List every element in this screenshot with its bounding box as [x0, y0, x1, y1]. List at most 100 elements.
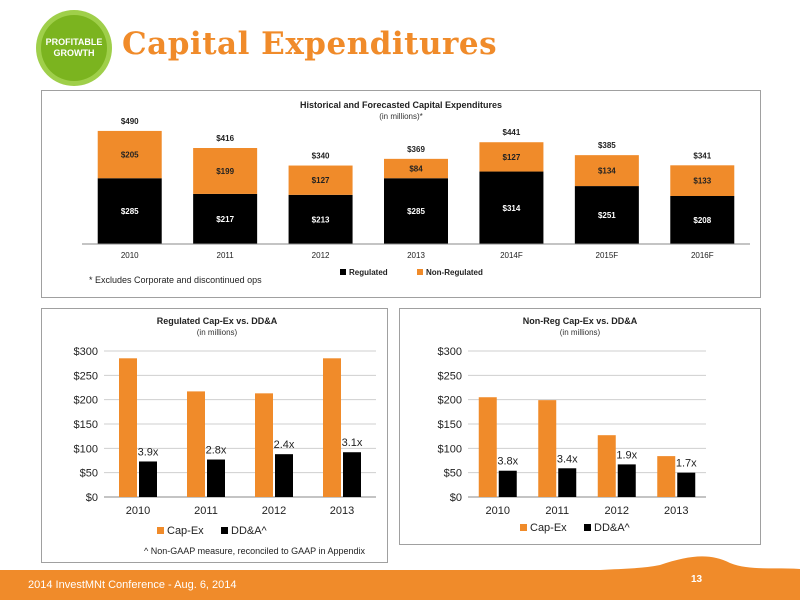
x-tick-label: 2015F — [596, 251, 619, 260]
data-label-total: $385 — [598, 141, 616, 150]
data-label-non-regulated: $199 — [216, 167, 234, 176]
y-tick-label: $200 — [438, 395, 462, 407]
legend-swatch-capex — [520, 524, 527, 531]
legend-swatch-non-regulated — [417, 269, 423, 275]
bar-regulated — [479, 171, 544, 244]
data-label-total: $416 — [216, 134, 234, 143]
legend-label-non-regulated: Non-Regulated — [426, 268, 483, 277]
bar-regulated — [288, 194, 353, 244]
x-tick-label: 2014F — [500, 251, 523, 260]
bar-dda — [275, 454, 293, 497]
data-label-regulated: $213 — [312, 215, 330, 224]
data-label-non-regulated: $84 — [409, 165, 423, 174]
page-number: 13 — [691, 574, 703, 585]
bar-regulated — [670, 196, 735, 244]
legend-label-regulated: Regulated — [349, 268, 388, 277]
data-label-total: $340 — [312, 152, 330, 161]
regulated-capex-chart: Regulated Cap-Ex vs. DD&A (in millions) $0… — [74, 316, 376, 537]
bar-capex — [323, 358, 341, 497]
page-title: Capital Expenditures — [122, 26, 498, 62]
bar-capex — [255, 393, 273, 497]
data-label-non-regulated: $127 — [312, 176, 330, 185]
y-tick-label: $50 — [444, 468, 462, 480]
bar-regulated — [384, 178, 448, 244]
y-tick-label: $100 — [438, 443, 462, 455]
bar-capex — [657, 456, 676, 497]
data-label-regulated: $285 — [407, 207, 425, 216]
bar-dda — [558, 468, 577, 497]
bar-capex — [187, 391, 205, 497]
regulated-capex-chart-panel: Regulated Cap-Ex vs. DD&A (in millions) $0… — [41, 308, 388, 563]
bar-non-regulated — [574, 155, 639, 187]
bar-non-regulated — [97, 130, 162, 179]
y-tick-label: $300 — [74, 346, 98, 358]
legend-swatch-dda — [221, 527, 228, 534]
historical-capex-chart: Historical and Forecasted Capital Expend… — [82, 100, 750, 285]
ratio-label: 3.9x — [138, 446, 159, 458]
bar-capex — [538, 400, 557, 497]
data-label-non-regulated: $134 — [598, 167, 616, 176]
y-tick-label: $200 — [74, 395, 98, 407]
ratio-label: 1.9x — [616, 449, 637, 461]
bar-dda — [617, 464, 636, 497]
bar-regulated — [193, 193, 258, 244]
x-tick-label: 2012 — [262, 505, 286, 517]
data-label-non-regulated: $205 — [121, 151, 139, 160]
chart-subtitle: (in millions) — [560, 328, 601, 337]
data-label-non-regulated: $127 — [503, 153, 521, 162]
x-tick-label: 2013 — [664, 505, 688, 517]
data-label-total: $490 — [121, 117, 139, 126]
x-tick-label: 2010 — [121, 251, 139, 260]
data-label-total: $441 — [503, 128, 521, 137]
data-label-regulated: $251 — [598, 211, 616, 220]
x-tick-label: 2011 — [194, 505, 218, 517]
chart-subtitle: (in millions)* — [379, 112, 423, 121]
x-tick-label: 2011 — [545, 505, 569, 517]
y-tick-label: $150 — [74, 419, 98, 431]
x-tick-label: 2010 — [486, 505, 510, 517]
footer-text: 2014 InvestMNt Conference - Aug. 6, 2014 — [28, 579, 237, 591]
y-tick-label: $0 — [450, 492, 462, 504]
ratio-label: 3.4x — [557, 453, 578, 465]
x-tick-label: 2012 — [312, 251, 330, 260]
bar-non-regulated — [288, 165, 353, 195]
y-tick-label: $150 — [438, 419, 462, 431]
bar-regulated — [574, 186, 639, 244]
x-tick-label: 2011 — [217, 251, 235, 260]
logo-line-2: GROWTH — [53, 48, 95, 58]
legend-label-capex: Cap-Ex — [530, 522, 567, 534]
bar-capex — [478, 397, 497, 497]
y-tick-label: $250 — [438, 370, 462, 382]
nonreg-capex-chart: Non-Reg Cap-Ex vs. DD&A (in millions) $0 $5… — [438, 316, 706, 534]
non-gaap-footnote: ^ Non-GAAP measure, reconciled to GAAP i… — [144, 546, 366, 556]
legend-swatch-capex — [157, 527, 164, 534]
chart-subtitle: (in millions) — [197, 328, 238, 337]
bar-dda — [498, 470, 517, 497]
data-label-regulated: $208 — [693, 216, 711, 225]
bar-non-regulated — [193, 148, 258, 194]
bar-dda — [677, 472, 696, 497]
x-tick-label: 2012 — [605, 505, 629, 517]
footer-bar: 2014 InvestMNt Conference - Aug. 6, 2014… — [0, 570, 800, 600]
data-label-regulated: $314 — [503, 204, 521, 213]
profitable-growth-logo: PROFITABLE GROWTH — [36, 10, 112, 86]
bar-dda — [139, 461, 157, 497]
logo-line-1: PROFITABLE — [45, 37, 103, 47]
legend-label-dda: DD&A^ — [594, 522, 631, 534]
y-tick-label: $0 — [86, 492, 98, 504]
ratio-label: 3.8x — [497, 456, 518, 468]
bar-regulated — [97, 178, 162, 244]
legend-swatch-regulated — [340, 269, 346, 275]
data-label-regulated: $285 — [121, 207, 139, 216]
ratio-label: 2.8x — [206, 445, 227, 457]
x-tick-label: 2010 — [126, 505, 150, 517]
historical-capex-chart-panel: Historical and Forecasted Capital Expend… — [41, 90, 761, 298]
ratio-label: 3.1x — [342, 437, 363, 449]
data-label-non-regulated: $133 — [693, 177, 711, 186]
bar-non-regulated — [479, 142, 544, 172]
data-label-total: $369 — [407, 145, 425, 154]
y-tick-label: $250 — [74, 370, 98, 382]
legend-label-capex: Cap-Ex — [167, 525, 204, 537]
x-tick-label: 2013 — [330, 505, 354, 517]
data-label-total: $341 — [693, 151, 711, 160]
